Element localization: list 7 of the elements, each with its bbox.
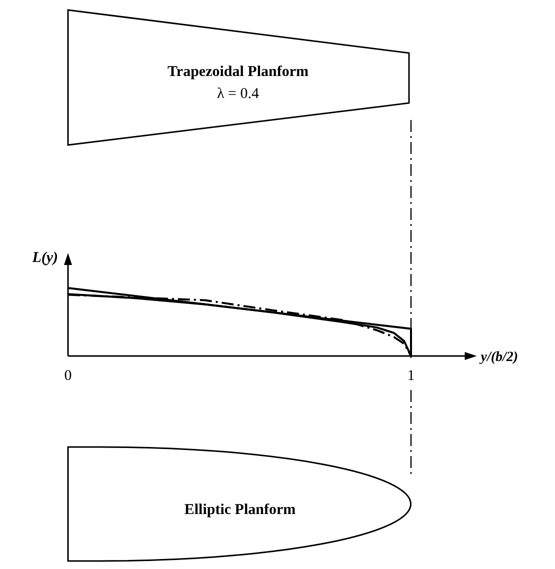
x-tick-label: 1: [407, 368, 415, 384]
text: Trapezoidal Planform: [168, 64, 309, 80]
text: Elliptic Planform: [184, 502, 296, 518]
x-axis-title: y/(b/2): [478, 350, 518, 365]
text: λ = 0.4: [217, 86, 260, 102]
y-axis-title: L(y): [31, 250, 58, 266]
x-tick-label: 0: [64, 368, 72, 384]
